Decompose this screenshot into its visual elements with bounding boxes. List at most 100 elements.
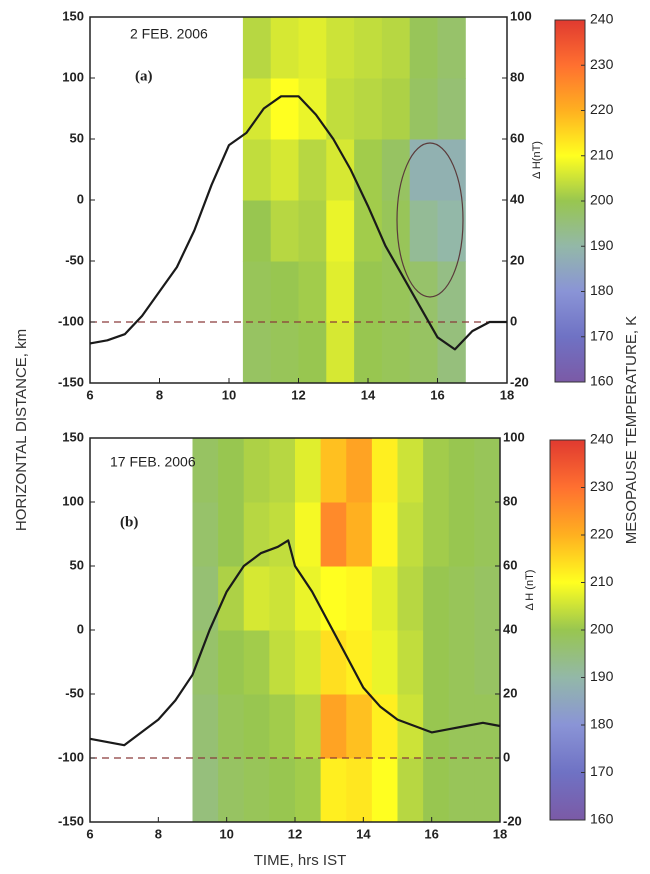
- heat-cell: [397, 502, 424, 567]
- heat-cell: [242, 261, 272, 323]
- heat-cell: [448, 566, 475, 631]
- heat-cell: [474, 758, 501, 823]
- panel-date: 2 FEB. 2006: [130, 26, 208, 42]
- heat-cell: [320, 566, 347, 631]
- heat-cell: [409, 78, 438, 140]
- heat-cell: [242, 17, 272, 79]
- heat-cell: [295, 694, 322, 759]
- heat-cell: [269, 694, 296, 759]
- y2-tick-label: 0: [510, 313, 517, 328]
- heat-cell: [409, 200, 438, 262]
- heat-cell: [354, 139, 383, 201]
- y-tick-label: 50: [70, 557, 84, 572]
- heat-cell: [192, 758, 219, 823]
- heat-cell: [448, 630, 475, 695]
- colorbar-tick-label: 240: [590, 431, 614, 447]
- y2-tick-label: -20: [510, 374, 529, 389]
- heat-cell: [437, 200, 466, 262]
- x-tick-label: 18: [493, 826, 507, 841]
- heat-cell: [218, 758, 245, 823]
- x-tick-label: 16: [424, 826, 438, 841]
- dh-line: [89, 539, 501, 747]
- heat-cell: [269, 758, 296, 823]
- x-tick-label: 14: [361, 387, 376, 402]
- heat-cell: [270, 17, 299, 79]
- y-tick-label: 50: [70, 130, 84, 145]
- heat-cell: [354, 322, 383, 384]
- heat-cell: [242, 322, 272, 384]
- heat-cell: [192, 438, 219, 503]
- heat-cell: [298, 322, 327, 384]
- y2-tick-label: 100: [510, 8, 532, 23]
- y2-tick-label: 80: [503, 493, 517, 508]
- colorbar-tick-label: 200: [590, 621, 614, 637]
- y-tick-label: 100: [62, 69, 84, 84]
- y-tick-label: -50: [65, 252, 84, 267]
- colorbar-tick-label: 170: [590, 327, 614, 343]
- y2-axis-label: Δ H(nT): [531, 141, 543, 179]
- heat-cell: [269, 630, 296, 695]
- heat-cell: [371, 630, 398, 695]
- heat-cell: [243, 630, 270, 695]
- heat-cell: [371, 758, 398, 823]
- x-tick-label: 6: [86, 387, 93, 402]
- x-tick-label: 6: [86, 826, 93, 841]
- panel-date: 17 FEB. 2006: [110, 454, 196, 470]
- heat-cell: [320, 694, 347, 759]
- y2-tick-label: 20: [510, 252, 524, 267]
- heat-cell: [298, 261, 327, 323]
- y-tick-label: -100: [58, 749, 84, 764]
- y2-tick-label: 60: [503, 557, 517, 572]
- heat-cell: [298, 78, 327, 140]
- y-tick-label: -150: [58, 813, 84, 828]
- heat-cell: [397, 694, 424, 759]
- heat-cell: [409, 322, 438, 384]
- heat-cell: [371, 502, 398, 567]
- heat-cell: [474, 630, 501, 695]
- heat-cell: [381, 322, 411, 384]
- colorbar-tick-label: 180: [590, 282, 614, 298]
- heat-cell: [326, 200, 355, 262]
- colorbar-tick-label: 190: [590, 668, 614, 684]
- heat-cell: [295, 566, 322, 631]
- y2-axis-label: Δ H (nT): [524, 570, 536, 611]
- heat-cell: [346, 566, 373, 631]
- heat-cell: [269, 438, 296, 503]
- heat-cell: [381, 78, 411, 140]
- heat-cell: [218, 566, 245, 631]
- heat-cell: [298, 17, 327, 79]
- colorbar-tick-label: 210: [590, 573, 614, 589]
- heat-cell: [320, 630, 347, 695]
- heat-cell: [242, 139, 272, 201]
- heat-cell: [474, 566, 501, 631]
- heat-cell: [354, 78, 383, 140]
- colorbar-tick-label: 200: [590, 192, 614, 208]
- heat-cell: [270, 139, 299, 201]
- heat-cell: [437, 17, 466, 79]
- heat-cell: [448, 758, 475, 823]
- y2-tick-label: 40: [510, 191, 524, 206]
- y-tick-label: -50: [65, 685, 84, 700]
- y-tick-label: 150: [62, 429, 84, 444]
- y-tick-label: 150: [62, 8, 84, 23]
- heat-cell: [474, 502, 501, 567]
- heat-cell: [381, 200, 411, 262]
- heat-cell: [218, 630, 245, 695]
- colorbar: [549, 439, 586, 821]
- heat-cell: [346, 694, 373, 759]
- y-tick-label: 0: [77, 191, 84, 206]
- colorbar-tick-label: 170: [590, 763, 614, 779]
- heat-cell: [437, 78, 466, 140]
- x-tick-label: 18: [500, 387, 514, 402]
- colorbar-tick-label: 230: [590, 478, 614, 494]
- colorbar-tick-label: 160: [590, 811, 614, 827]
- colorbar-tick-label: 190: [590, 237, 614, 253]
- heat-cell: [448, 438, 475, 503]
- panel-label: (b): [120, 514, 138, 530]
- heat-cell: [192, 502, 219, 567]
- heat-cell: [243, 694, 270, 759]
- y-tick-label: -150: [58, 374, 84, 389]
- heat-cell: [397, 566, 424, 631]
- heat-cell: [270, 322, 299, 384]
